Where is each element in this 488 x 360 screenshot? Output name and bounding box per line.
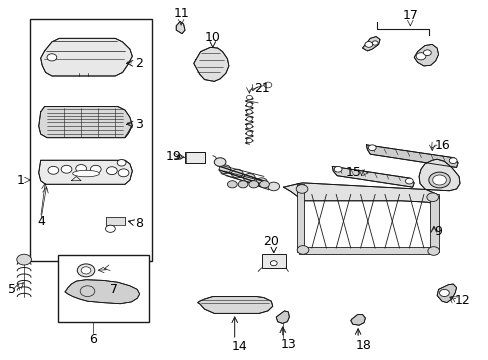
Circle shape	[246, 131, 252, 135]
Text: 15: 15	[345, 166, 361, 179]
Polygon shape	[331, 166, 413, 187]
Circle shape	[255, 178, 267, 186]
Bar	[30, 19, 152, 261]
Bar	[261, 253, 285, 268]
Circle shape	[48, 166, 59, 174]
Circle shape	[432, 175, 446, 185]
Text: 2: 2	[135, 57, 142, 70]
Circle shape	[415, 53, 425, 60]
Text: 1: 1	[16, 174, 24, 186]
Text: 17: 17	[402, 9, 417, 22]
Circle shape	[77, 264, 95, 277]
Circle shape	[246, 124, 252, 129]
Polygon shape	[41, 39, 132, 76]
Circle shape	[439, 289, 448, 297]
Polygon shape	[299, 247, 435, 253]
Circle shape	[267, 182, 279, 191]
Circle shape	[227, 181, 237, 188]
Polygon shape	[413, 44, 438, 66]
Text: 3: 3	[135, 118, 142, 131]
Polygon shape	[65, 280, 140, 304]
Circle shape	[371, 41, 377, 45]
Circle shape	[118, 169, 129, 177]
Text: 9: 9	[434, 225, 442, 238]
Circle shape	[246, 117, 252, 121]
Circle shape	[177, 156, 182, 159]
Circle shape	[427, 247, 439, 255]
Polygon shape	[436, 284, 456, 303]
Text: 14: 14	[231, 340, 247, 353]
Polygon shape	[297, 184, 304, 252]
Circle shape	[426, 193, 438, 202]
Polygon shape	[429, 194, 438, 252]
Text: 11: 11	[173, 8, 188, 21]
Text: 7: 7	[110, 283, 118, 296]
Text: 4: 4	[37, 215, 45, 228]
Circle shape	[219, 165, 230, 174]
Bar	[184, 152, 205, 163]
Circle shape	[259, 181, 269, 188]
Circle shape	[243, 174, 255, 182]
Polygon shape	[276, 311, 289, 323]
Text: 21: 21	[254, 82, 269, 95]
Text: 6: 6	[89, 333, 97, 346]
Bar	[58, 255, 149, 321]
Text: 19: 19	[165, 150, 181, 163]
Circle shape	[47, 54, 57, 61]
Ellipse shape	[73, 170, 99, 177]
Circle shape	[238, 181, 247, 188]
Circle shape	[296, 185, 307, 193]
Text: 16: 16	[434, 139, 449, 152]
Text: 13: 13	[280, 338, 296, 351]
Polygon shape	[366, 145, 457, 167]
Polygon shape	[39, 107, 132, 138]
Circle shape	[248, 181, 258, 188]
Circle shape	[17, 254, 31, 265]
Circle shape	[246, 103, 252, 107]
Polygon shape	[362, 37, 379, 51]
Polygon shape	[283, 159, 459, 203]
Polygon shape	[197, 297, 272, 314]
Circle shape	[106, 167, 117, 175]
Circle shape	[428, 172, 449, 188]
Circle shape	[405, 178, 412, 184]
Circle shape	[105, 225, 115, 232]
Text: 10: 10	[204, 31, 220, 44]
Circle shape	[264, 82, 271, 88]
Text: 20: 20	[263, 235, 279, 248]
Circle shape	[61, 165, 72, 173]
Circle shape	[270, 261, 277, 266]
Circle shape	[76, 165, 86, 172]
Bar	[105, 217, 125, 225]
Polygon shape	[39, 160, 132, 184]
Circle shape	[448, 158, 456, 163]
Circle shape	[117, 159, 126, 166]
Circle shape	[90, 165, 101, 173]
Circle shape	[81, 267, 91, 274]
Circle shape	[246, 110, 252, 114]
Polygon shape	[176, 22, 184, 34]
Circle shape	[214, 158, 225, 166]
Text: 8: 8	[135, 216, 142, 230]
Text: 18: 18	[355, 338, 371, 351]
Circle shape	[364, 41, 372, 47]
Circle shape	[231, 169, 243, 178]
Circle shape	[246, 95, 252, 100]
Circle shape	[333, 166, 341, 172]
Circle shape	[246, 138, 252, 143]
Circle shape	[297, 246, 308, 254]
Circle shape	[367, 145, 375, 150]
Circle shape	[80, 286, 95, 297]
Polygon shape	[193, 47, 228, 81]
Circle shape	[423, 50, 430, 55]
Text: 5: 5	[8, 283, 16, 296]
Polygon shape	[350, 315, 365, 325]
Text: 12: 12	[453, 294, 469, 307]
